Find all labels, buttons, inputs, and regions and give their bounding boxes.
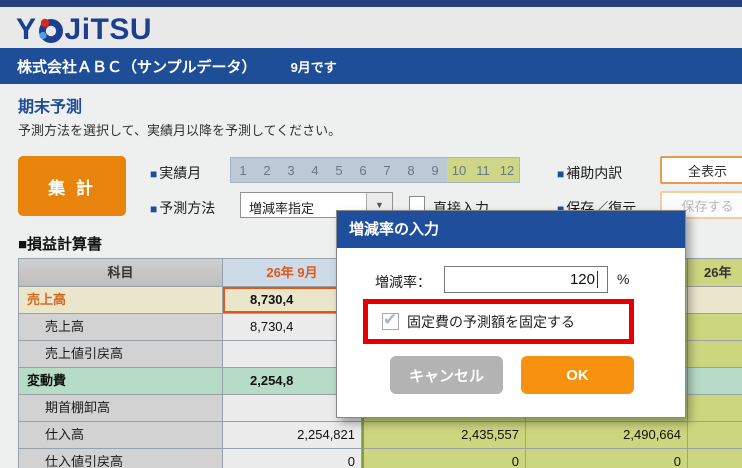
month-cell-5[interactable]: 5 [327, 158, 351, 182]
app-logo: Y JiTSU [16, 13, 152, 47]
forecast-method-label: ■ 予測方法 [150, 200, 216, 216]
table-cell[interactable] [688, 449, 742, 468]
bullet-square-icon: ■ [150, 167, 158, 181]
logo-pinwheel-icon [38, 18, 63, 43]
month-cell-9[interactable]: 9 [423, 158, 447, 182]
aggregate-button[interactable]: 集 計 [18, 156, 126, 216]
table-cell[interactable]: 0 [362, 449, 526, 468]
month-cell-1[interactable]: 1 [231, 158, 255, 182]
forecast-method-value: 増減率指定 [249, 201, 315, 216]
dialog-title: 増減率の入力 [337, 211, 685, 248]
table-cell[interactable] [688, 395, 742, 422]
table-row-label: 売上高 [19, 314, 223, 341]
logo-band: Y JiTSU [0, 7, 742, 48]
rate-unit-label: % [617, 271, 630, 287]
pl-section-title: ■損益計算書 [18, 236, 103, 253]
company-name: 株式会社ＡＢＣ（サンプルデータ） [17, 58, 257, 76]
fix-cost-checkbox-label: 固定費の予測額を固定する [407, 313, 575, 330]
table-header-col4: 26年 [688, 259, 742, 287]
show-all-button[interactable]: 全表示 [660, 156, 742, 184]
months-strip[interactable]: 1 2 3 4 5 6 7 8 9 10 11 12 [230, 157, 520, 183]
month-cell-10[interactable]: 10 [447, 158, 471, 182]
logo-text-y: Y [16, 13, 37, 46]
top-accent-bar [0, 0, 742, 7]
table-row-label: 売上値引戻高 [19, 341, 223, 368]
table-cell[interactable]: 0 [526, 449, 688, 468]
current-month-note: 9月です [290, 59, 337, 75]
rate-input-field[interactable]: 120 [444, 266, 608, 293]
table-cell[interactable] [688, 341, 742, 368]
month-cell-7[interactable]: 7 [375, 158, 399, 182]
month-cell-11[interactable]: 11 [471, 158, 495, 182]
month-cell-12[interactable]: 12 [495, 158, 519, 182]
page-title: 期末予測 [18, 99, 83, 116]
table-cell[interactable] [688, 422, 742, 449]
ok-button[interactable]: OK [521, 356, 634, 394]
company-bar: 株式会社ＡＢＣ（サンプルデータ） 9月です [0, 48, 742, 84]
rate-value: 120 [569, 271, 595, 288]
month-cell-3[interactable]: 3 [279, 158, 303, 182]
table-row-label: 期首棚卸高 [19, 395, 223, 422]
table-cell[interactable] [688, 287, 742, 314]
table-cell[interactable]: 2,254,821 [223, 422, 362, 449]
fix-cost-checkbox[interactable]: ✔ [382, 310, 399, 330]
table-row-label: 仕入高 [19, 422, 223, 449]
aux-breakdown-label: ■ 補助内訳 [557, 165, 623, 181]
table-cell[interactable]: 2,435,557 [362, 422, 526, 449]
cancel-button[interactable]: キャンセル [390, 356, 503, 394]
logo-text-rest: JiTSU [64, 13, 153, 46]
month-cell-6[interactable]: 6 [351, 158, 375, 182]
red-highlight-annotation: ✔ 固定費の予測額を固定する [363, 299, 634, 344]
actual-month-label: ■ 実績月 [150, 165, 202, 181]
checkmark-icon: ✔ [383, 310, 398, 329]
table-row-label: 売上高 [19, 287, 223, 314]
table-row-label: 変動費 [19, 368, 223, 395]
rate-label: 増減率： [375, 274, 431, 290]
bullet-square-icon: ■ [557, 202, 565, 216]
table-header-col0: 科目 [19, 259, 223, 287]
month-cell-4[interactable]: 4 [303, 158, 327, 182]
bullet-square-icon: ■ [150, 202, 158, 216]
table-cell[interactable]: 0 [223, 449, 362, 468]
table-cell[interactable]: 2,490,664 [526, 422, 688, 449]
month-cell-2[interactable]: 2 [255, 158, 279, 182]
text-cursor [597, 271, 598, 288]
table-row-label: 仕入値引戻高 [19, 449, 223, 468]
page-subtitle: 予測方法を選択して、実績月以降を予測してください。 [18, 123, 342, 138]
bullet-square-icon: ■ [557, 167, 565, 181]
rate-input-dialog: 増減率の入力 増減率： 120 % ✔ 固定費の予測額を固定する キャンセル O… [336, 210, 686, 418]
table-cell[interactable] [688, 314, 742, 341]
table-cell[interactable] [688, 368, 742, 395]
month-cell-8[interactable]: 8 [399, 158, 423, 182]
